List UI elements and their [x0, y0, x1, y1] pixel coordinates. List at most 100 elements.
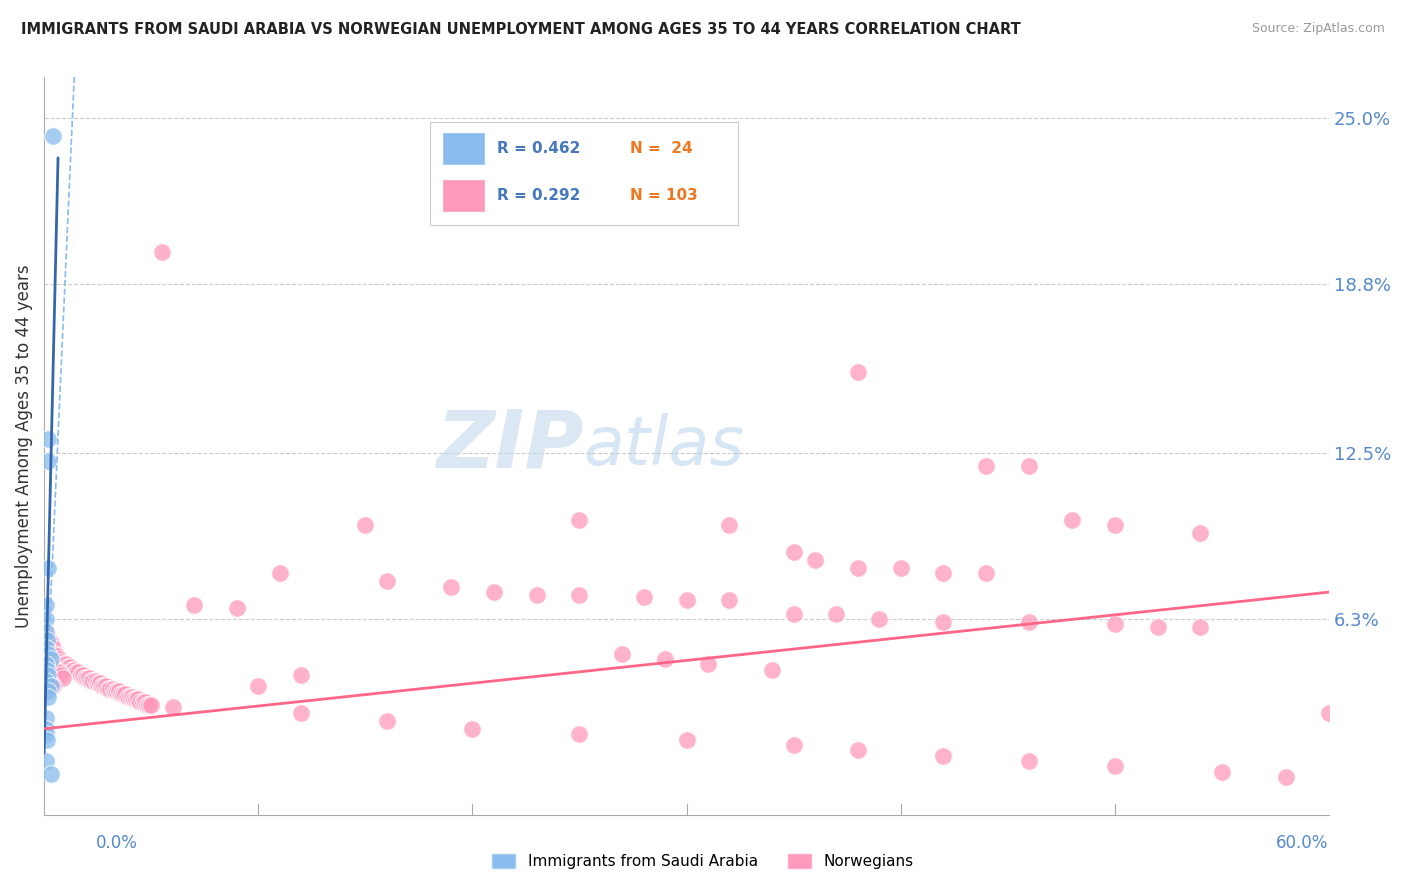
Point — [782, 738, 804, 752]
Point — [86, 676, 108, 690]
Point — [39, 679, 62, 693]
Point — [782, 607, 804, 621]
Point — [67, 665, 90, 680]
Point — [37, 454, 59, 468]
Point — [612, 647, 634, 661]
Point — [247, 679, 270, 693]
Point — [76, 671, 98, 685]
Point — [37, 668, 59, 682]
Point — [37, 652, 59, 666]
Point — [1104, 617, 1126, 632]
Point — [37, 633, 59, 648]
Text: ZIP: ZIP — [436, 407, 583, 485]
Point — [183, 599, 205, 613]
Point — [125, 692, 148, 706]
Point — [63, 663, 86, 677]
Point — [121, 690, 143, 704]
Point — [72, 668, 94, 682]
Point — [932, 748, 955, 763]
Point — [39, 657, 62, 672]
Point — [37, 690, 59, 704]
Point — [974, 566, 997, 581]
Point — [69, 668, 91, 682]
Point — [35, 722, 58, 736]
Point — [55, 657, 77, 672]
Point — [482, 585, 505, 599]
Point — [101, 681, 124, 696]
Point — [675, 732, 697, 747]
Point — [804, 553, 827, 567]
Point — [35, 673, 58, 688]
Point — [65, 665, 87, 680]
Point — [100, 681, 122, 696]
Point — [41, 129, 63, 144]
Point — [35, 625, 58, 640]
Point — [1189, 620, 1212, 634]
Point — [890, 561, 912, 575]
Point — [35, 599, 58, 613]
Point — [932, 615, 955, 629]
Legend: Immigrants from Saudi Arabia, Norwegians: Immigrants from Saudi Arabia, Norwegians — [486, 848, 920, 875]
Point — [354, 518, 377, 533]
Point — [846, 743, 869, 757]
Point — [97, 681, 120, 696]
Point — [1189, 526, 1212, 541]
Point — [375, 574, 398, 589]
Point — [46, 649, 69, 664]
Point — [84, 673, 107, 688]
Point — [718, 593, 741, 607]
Point — [105, 684, 128, 698]
Point — [37, 684, 59, 698]
Point — [37, 663, 59, 677]
Point — [48, 652, 70, 666]
Point — [526, 588, 548, 602]
Point — [96, 679, 118, 693]
Point — [1060, 513, 1083, 527]
Point — [118, 690, 141, 704]
Point — [846, 365, 869, 379]
Point — [41, 679, 63, 693]
Text: Source: ZipAtlas.com: Source: ZipAtlas.com — [1251, 22, 1385, 36]
Point — [37, 432, 59, 446]
Point — [122, 692, 145, 706]
Point — [37, 647, 59, 661]
Point — [1317, 706, 1340, 720]
Point — [35, 754, 58, 768]
Point — [37, 631, 59, 645]
Point — [39, 652, 62, 666]
Point — [117, 690, 139, 704]
Point — [290, 668, 312, 682]
Point — [73, 671, 96, 685]
Point — [1104, 759, 1126, 773]
Point — [39, 636, 62, 650]
Point — [39, 767, 62, 781]
Text: atlas: atlas — [583, 413, 745, 479]
Point — [80, 673, 103, 688]
Point — [110, 687, 132, 701]
Point — [51, 655, 73, 669]
Point — [1211, 764, 1233, 779]
Point — [461, 722, 484, 736]
Point — [568, 513, 591, 527]
Point — [1018, 754, 1040, 768]
Point — [1018, 615, 1040, 629]
Point — [52, 657, 75, 672]
Text: 0.0%: 0.0% — [96, 834, 138, 852]
Point — [269, 566, 291, 581]
Point — [35, 641, 58, 656]
Point — [35, 625, 58, 640]
Point — [782, 545, 804, 559]
Point — [290, 706, 312, 720]
Point — [761, 663, 783, 677]
Point — [41, 660, 63, 674]
Point — [440, 580, 463, 594]
Point — [44, 663, 66, 677]
Point — [718, 518, 741, 533]
Point — [162, 700, 184, 714]
Point — [131, 695, 153, 709]
Text: IMMIGRANTS FROM SAUDI ARABIA VS NORWEGIAN UNEMPLOYMENT AMONG AGES 35 TO 44 YEARS: IMMIGRANTS FROM SAUDI ARABIA VS NORWEGIA… — [21, 22, 1021, 37]
Point — [932, 566, 955, 581]
Point — [225, 601, 247, 615]
Point — [89, 676, 111, 690]
Point — [1146, 620, 1168, 634]
